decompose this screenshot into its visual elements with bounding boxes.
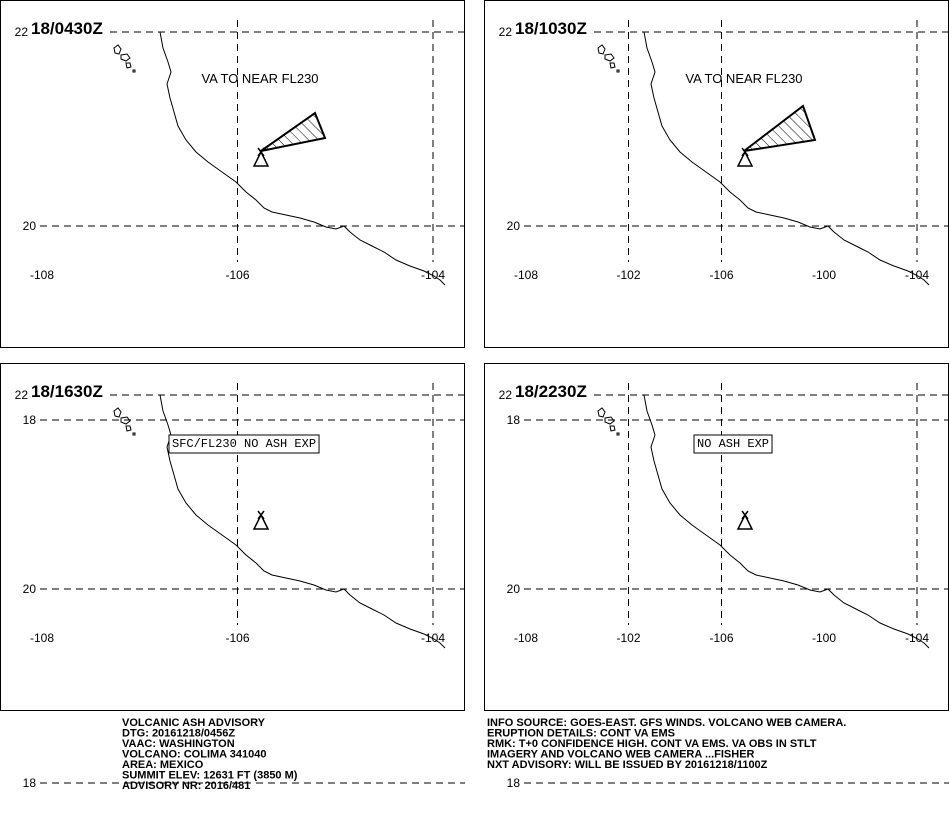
lon-tick-label: -108 xyxy=(514,268,538,282)
island xyxy=(617,70,619,72)
coastline xyxy=(160,32,445,285)
island xyxy=(126,426,131,431)
lon-tick-label: -100 xyxy=(812,268,836,282)
valid-time: 18/1630Z xyxy=(31,382,103,401)
island xyxy=(121,54,130,61)
lon-tick-label: -106 xyxy=(709,631,733,645)
annotation: NO ASH EXP xyxy=(697,437,769,451)
lat-tick-label: 22 xyxy=(15,25,29,39)
coastline xyxy=(644,32,929,285)
lon-tick-label: -104 xyxy=(421,268,445,282)
coastline xyxy=(160,395,445,648)
lat-tick-label: 20 xyxy=(23,219,37,233)
footer-line: ADVISORY NR: 2016/481 xyxy=(122,780,250,792)
island xyxy=(617,433,619,435)
annotation: VA TO NEAR FL230 xyxy=(201,71,318,86)
footer-line: NXT ADVISORY: WILL BE ISSUED BY 20161218… xyxy=(487,759,768,771)
panel-frame xyxy=(1,1,465,348)
annotation: VA TO NEAR FL230 xyxy=(685,71,802,86)
lon-tick-label: -100 xyxy=(812,631,836,645)
lat-tick-label: 22 xyxy=(499,388,513,402)
island xyxy=(114,45,121,54)
panel-frame xyxy=(485,1,949,348)
island xyxy=(605,54,614,61)
island xyxy=(610,426,615,431)
ash-plume xyxy=(744,106,815,151)
lon-tick-label: -108 xyxy=(514,631,538,645)
valid-time: 18/1030Z xyxy=(515,19,587,38)
panel-frame xyxy=(485,364,949,711)
lon-tick-label: -106 xyxy=(709,268,733,282)
lat-tick-label: 20 xyxy=(23,582,37,596)
lat-tick-label: 20 xyxy=(507,219,521,233)
island xyxy=(598,408,605,417)
lat-tick-label: 18 xyxy=(507,413,521,427)
volcano-symbol xyxy=(254,511,268,529)
lat-tick-label: 18 xyxy=(507,776,521,790)
coastline xyxy=(644,395,929,648)
lon-tick-label: -106 xyxy=(225,268,249,282)
ash-plume xyxy=(261,113,325,151)
panel-frame xyxy=(1,364,465,711)
lat-tick-label: 20 xyxy=(507,582,521,596)
lat-tick-label: 22 xyxy=(15,388,29,402)
valid-time: 18/0430Z xyxy=(31,19,103,38)
lat-tick-label: 18 xyxy=(23,776,37,790)
island xyxy=(598,45,605,54)
lon-tick-label: -104 xyxy=(905,631,929,645)
lon-tick-label: -108 xyxy=(30,268,54,282)
volcano-symbol xyxy=(738,511,752,529)
island xyxy=(610,63,615,68)
lon-tick-label: -102 xyxy=(616,631,640,645)
valid-time: 18/2230Z xyxy=(515,382,587,401)
island xyxy=(133,70,135,72)
lon-tick-label: -106 xyxy=(225,631,249,645)
lon-tick-label: -108 xyxy=(30,631,54,645)
island xyxy=(114,408,121,417)
lat-tick-label: 22 xyxy=(499,25,513,39)
annotation: SFC/FL230 NO ASH EXP xyxy=(172,437,316,451)
lon-tick-label: -102 xyxy=(616,268,640,282)
lat-tick-label: 18 xyxy=(23,413,37,427)
island xyxy=(126,63,131,68)
island xyxy=(133,433,135,435)
lon-tick-label: -104 xyxy=(905,268,929,282)
lon-tick-label: -104 xyxy=(421,631,445,645)
